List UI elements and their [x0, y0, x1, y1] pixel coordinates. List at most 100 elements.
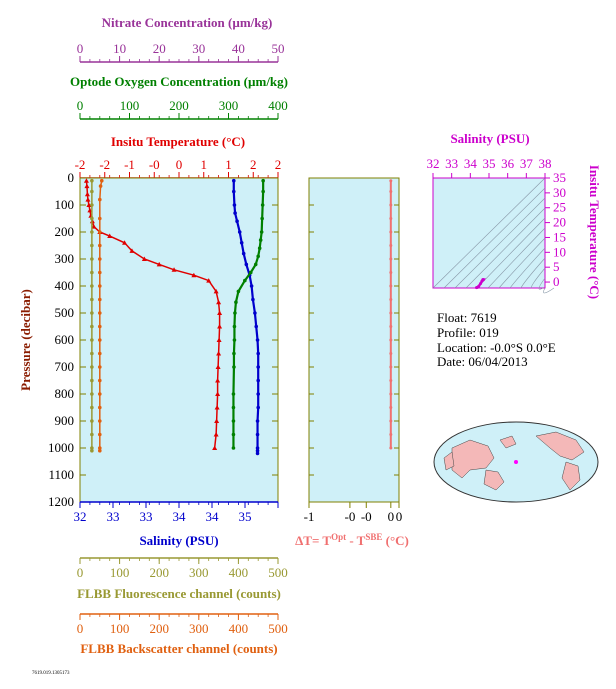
salinity-point [255, 419, 260, 423]
density-contour [432, 177, 546, 289]
ts-xtick-label: 32 [427, 156, 440, 171]
delta-t-tick-label: 0 [396, 509, 403, 524]
delta-t-point [389, 298, 393, 301]
oxygen-point [257, 246, 262, 250]
salinity-point [256, 392, 261, 396]
fluorescence-point [90, 257, 94, 261]
fluorescence-point [90, 178, 94, 183]
temperature-point [212, 445, 218, 450]
ts-xtick-label: 34 [464, 156, 478, 171]
temperature-point [141, 256, 147, 261]
delta-t-point [389, 419, 393, 423]
ts-point [477, 284, 481, 288]
temperature-point [217, 310, 223, 315]
oxygen-point [243, 278, 247, 283]
backscatter-point [98, 270, 102, 275]
pressure-tick-label: 500 [55, 305, 75, 320]
fluorescence-tick-label: 400 [229, 565, 249, 580]
salinity-tick-label: 35 [239, 509, 252, 524]
backscatter-tick-label: 0 [77, 621, 84, 636]
salinity-point [251, 297, 255, 302]
temperature-point [129, 248, 135, 253]
pressure-tick-label: 900 [55, 413, 75, 428]
delta-t-tick-label: -0 [361, 509, 372, 524]
salinity-point [255, 446, 260, 450]
ts-point [479, 282, 483, 286]
salinity-point [231, 189, 236, 194]
temperature-point [213, 288, 219, 294]
pressure-tick-label: 200 [55, 224, 75, 239]
footer-id: 7619.019.1305173 [32, 671, 70, 676]
backscatter-point [98, 392, 102, 396]
float-info: Float: 7619 Profile: 019 Location: -0.0°… [437, 310, 556, 369]
ts-xtick-label: 36 [501, 156, 515, 171]
ts-ytick-label: 35 [553, 170, 566, 185]
temperature-point [213, 432, 219, 437]
salinity-tick-label: 32 [74, 509, 87, 524]
fluorescence-point [90, 446, 94, 450]
ts-xtick-label: 35 [483, 156, 496, 171]
temperature-tick-label: 2 [275, 157, 282, 172]
salinity-tick-label: 34 [206, 509, 220, 524]
pressure-tick-label: 400 [55, 278, 75, 293]
backscatter-axis: 0 100 200 300 400 500 [77, 613, 288, 636]
salinity-tick-label: 33 [140, 509, 153, 524]
delta-t-point [389, 446, 393, 450]
temperature-point [122, 240, 128, 245]
salinity-point [255, 338, 260, 342]
ts-ytick-label: 20 [553, 215, 566, 230]
delta-t-point [389, 179, 393, 183]
backscatter-point [98, 419, 102, 423]
delta-t-point [389, 379, 393, 382]
pressure-tick-label: 300 [55, 251, 75, 266]
backscatter-point [98, 284, 102, 288]
date: Date: 06/04/2013 [437, 354, 528, 369]
delta-t-point [389, 230, 393, 234]
delta-t-axis: -1 -0 -0 0 0 [304, 177, 403, 524]
fluorescence-point [90, 351, 94, 356]
density-contour [538, 277, 546, 290]
density-contour [543, 287, 555, 294]
fluorescence-point [90, 405, 94, 410]
delta-t-point [389, 190, 393, 193]
salinity-point [255, 432, 260, 437]
fluorescence-tick-label: 300 [189, 565, 209, 580]
temperature-tick-label: 1 [225, 157, 232, 172]
ts-xtick-label: 37 [520, 156, 534, 171]
nitrate-tick-label: 50 [272, 41, 285, 56]
backscatter-point [98, 432, 102, 437]
temperature-tick-label: -2 [99, 157, 110, 172]
density-contour [454, 197, 546, 289]
oxygen-point [261, 189, 265, 194]
pressure-axis-label: Pressure (decibar) [18, 289, 33, 391]
fluorescence-point [90, 338, 94, 342]
delta-t-point [389, 311, 393, 315]
temperature-point [156, 261, 162, 267]
delta-t-point [389, 352, 393, 355]
temperature-tick-label: -1 [124, 157, 135, 172]
salinity-point [231, 178, 236, 183]
delta-t-point [389, 433, 393, 436]
salinity-point [256, 351, 261, 356]
delta-t-point [389, 271, 393, 274]
delta-t-plot-area [308, 177, 400, 503]
temperature-point [171, 267, 177, 272]
backscatter-point [98, 338, 102, 342]
fluorescence-tick-label: 100 [110, 565, 130, 580]
delta-t-point [389, 338, 393, 342]
pressure-tick-label: 100 [55, 197, 75, 212]
pressure-axis: 0 100 200 300 400 500 600 700 800 900 1000 1100 1200 [48, 170, 278, 509]
backscatter-point [98, 405, 102, 410]
profile-number: Profile: 019 [437, 325, 499, 340]
fluorescence-point [90, 189, 94, 194]
ts-xtick-label: 33 [445, 156, 458, 171]
oxygen-point [232, 324, 237, 329]
temperature-tick-label: -2 [75, 157, 86, 172]
fluorescence-point [90, 284, 94, 288]
salinity-point [235, 219, 239, 223]
backscatter-point [98, 351, 102, 356]
ts-ytick-label: 15 [553, 229, 566, 244]
salinity-point [249, 284, 254, 288]
temperature-point [214, 405, 220, 410]
backscatter-point [98, 197, 102, 202]
